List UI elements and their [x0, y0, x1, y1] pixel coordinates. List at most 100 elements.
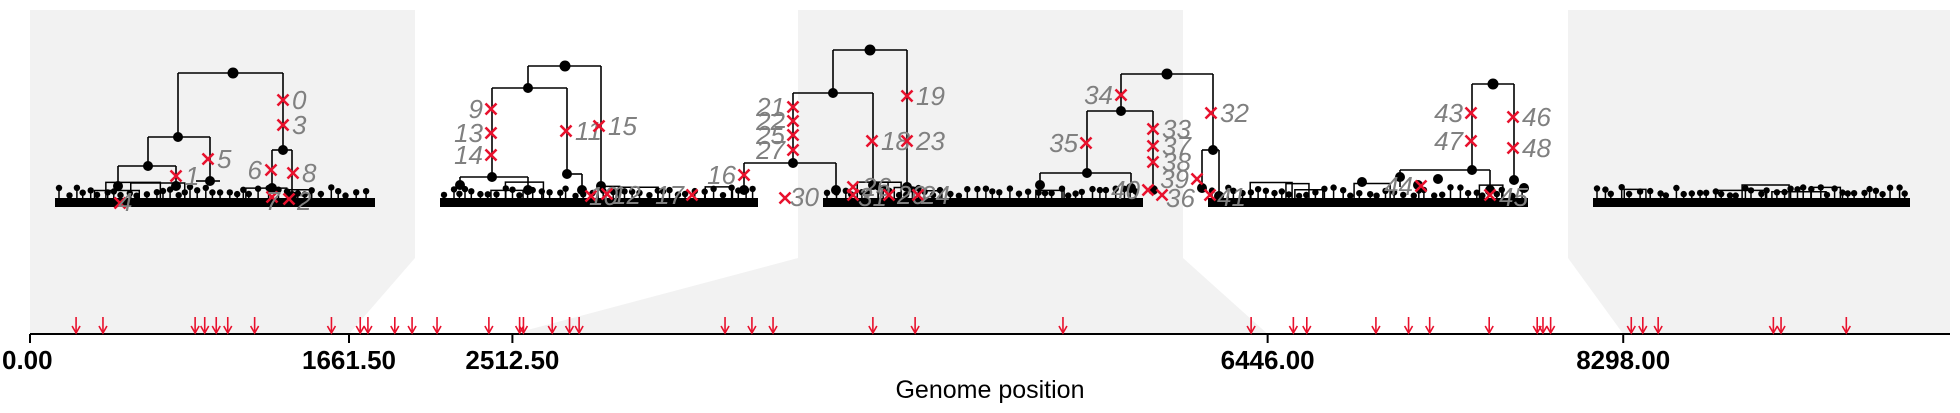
tree-node [1395, 172, 1405, 182]
tree-node [278, 145, 288, 155]
genome-axis: 0.00 1661.50 2512.50 6446.00 8298.00 Genome … [2, 317, 1950, 404]
mutation-marker [1203, 188, 1217, 202]
tree-node [1035, 180, 1045, 190]
mutation-label: 22 [755, 106, 785, 136]
tree-node [577, 185, 587, 195]
mutation-label: 14 [454, 140, 483, 170]
mutation-marker [846, 188, 860, 202]
tree-edge [490, 189, 524, 198]
mutation-label: 40 [1111, 175, 1140, 205]
tree-edge [245, 187, 288, 198]
leaf-baseline [55, 198, 375, 207]
mutation-label: 17 [655, 180, 685, 210]
root-node [864, 44, 876, 56]
tree-node [455, 180, 465, 190]
mutation-marker [685, 188, 699, 202]
mutation-label: 5 [217, 144, 232, 174]
tree-node [1519, 183, 1529, 193]
mutation-label: 38 [1162, 147, 1191, 177]
site-arrow [390, 325, 400, 335]
tree-edge [1771, 190, 1827, 198]
mutation-marker [484, 126, 498, 140]
site-arrow [547, 325, 557, 335]
mutation-marker [265, 190, 279, 204]
tree-node [267, 183, 277, 193]
axis-tick-label: 8298.00 [1576, 345, 1670, 375]
mutation-marker [584, 189, 598, 203]
mutation-label: 41 [1217, 182, 1246, 212]
tree-node [828, 88, 838, 98]
mutation-label: 30 [790, 182, 819, 212]
tree-node [171, 181, 181, 191]
site-arrow [1403, 325, 1414, 335]
mutation-marker [484, 102, 498, 116]
site-arrow [1371, 325, 1381, 335]
mutation-marker [1141, 183, 1155, 197]
mutation-label: 1 [185, 161, 199, 191]
site-arrow [484, 325, 494, 335]
mutation-marker [786, 143, 800, 157]
tree-node [1126, 183, 1136, 193]
tree-node [831, 185, 841, 195]
mutation-label: 19 [916, 81, 945, 111]
site-arrow [190, 325, 200, 335]
mutation-label: 3 [292, 110, 307, 140]
tree-edge [1714, 189, 1767, 198]
root-node [227, 67, 239, 79]
site-arrow [407, 325, 417, 335]
mutation-label: 35 [1049, 128, 1078, 158]
mutation-label: 21 [755, 92, 785, 122]
tree-node [523, 185, 533, 195]
site-arrow [518, 325, 529, 335]
mutation-marker [1414, 179, 1428, 193]
mutation-label: 12 [612, 180, 641, 210]
tree-node [1214, 191, 1224, 201]
tree-node [739, 185, 749, 195]
site-arrow [1776, 325, 1786, 335]
tree-edge [105, 181, 162, 198]
site-arrow [223, 325, 233, 335]
mutation-marker [900, 134, 914, 148]
mutation-label: 32 [1220, 98, 1249, 128]
mutation-label: 46 [1522, 102, 1551, 132]
site-arrow [200, 325, 210, 335]
site-arrow [1653, 325, 1663, 335]
tree-node [788, 158, 798, 168]
site-arrow [326, 325, 337, 335]
tree-panel-background [1568, 10, 1950, 334]
mutation-marker [264, 163, 278, 177]
tree-node [523, 83, 533, 93]
mutation-marker [286, 166, 300, 180]
tree-panel-background [512, 10, 1268, 334]
leaf-baseline [1208, 198, 1528, 207]
mutation-label: 20 [896, 180, 926, 210]
axis-title: Genome position [895, 376, 1084, 404]
site-arrow [98, 325, 108, 335]
axis-tick-label: 6446.00 [1221, 345, 1315, 375]
site-arrow [1538, 325, 1548, 335]
mutation-label: 45 [1499, 182, 1528, 212]
site-arrow [1058, 325, 1068, 335]
mutation-marker [778, 191, 792, 205]
mutation-marker [276, 93, 290, 107]
tree-edge [1294, 189, 1324, 198]
root-node [1161, 68, 1173, 80]
tree-node [902, 182, 912, 192]
mutation-marker [600, 187, 614, 201]
mutation-label: 4 [118, 187, 132, 217]
tree-edge [1478, 184, 1504, 198]
site-arrow [363, 325, 373, 335]
tree-edge [504, 181, 545, 198]
site-arrow [1545, 325, 1556, 335]
axis-ticks: 0.00 1661.50 2512.50 6446.00 8298.00 [2, 334, 1670, 375]
mutation-marker [1204, 106, 1218, 120]
site-arrow [1424, 325, 1435, 335]
axis-tick-label: 2512.50 [465, 345, 559, 375]
mutation-marker [1464, 134, 1478, 148]
mutation-label: 44 [1384, 171, 1413, 201]
